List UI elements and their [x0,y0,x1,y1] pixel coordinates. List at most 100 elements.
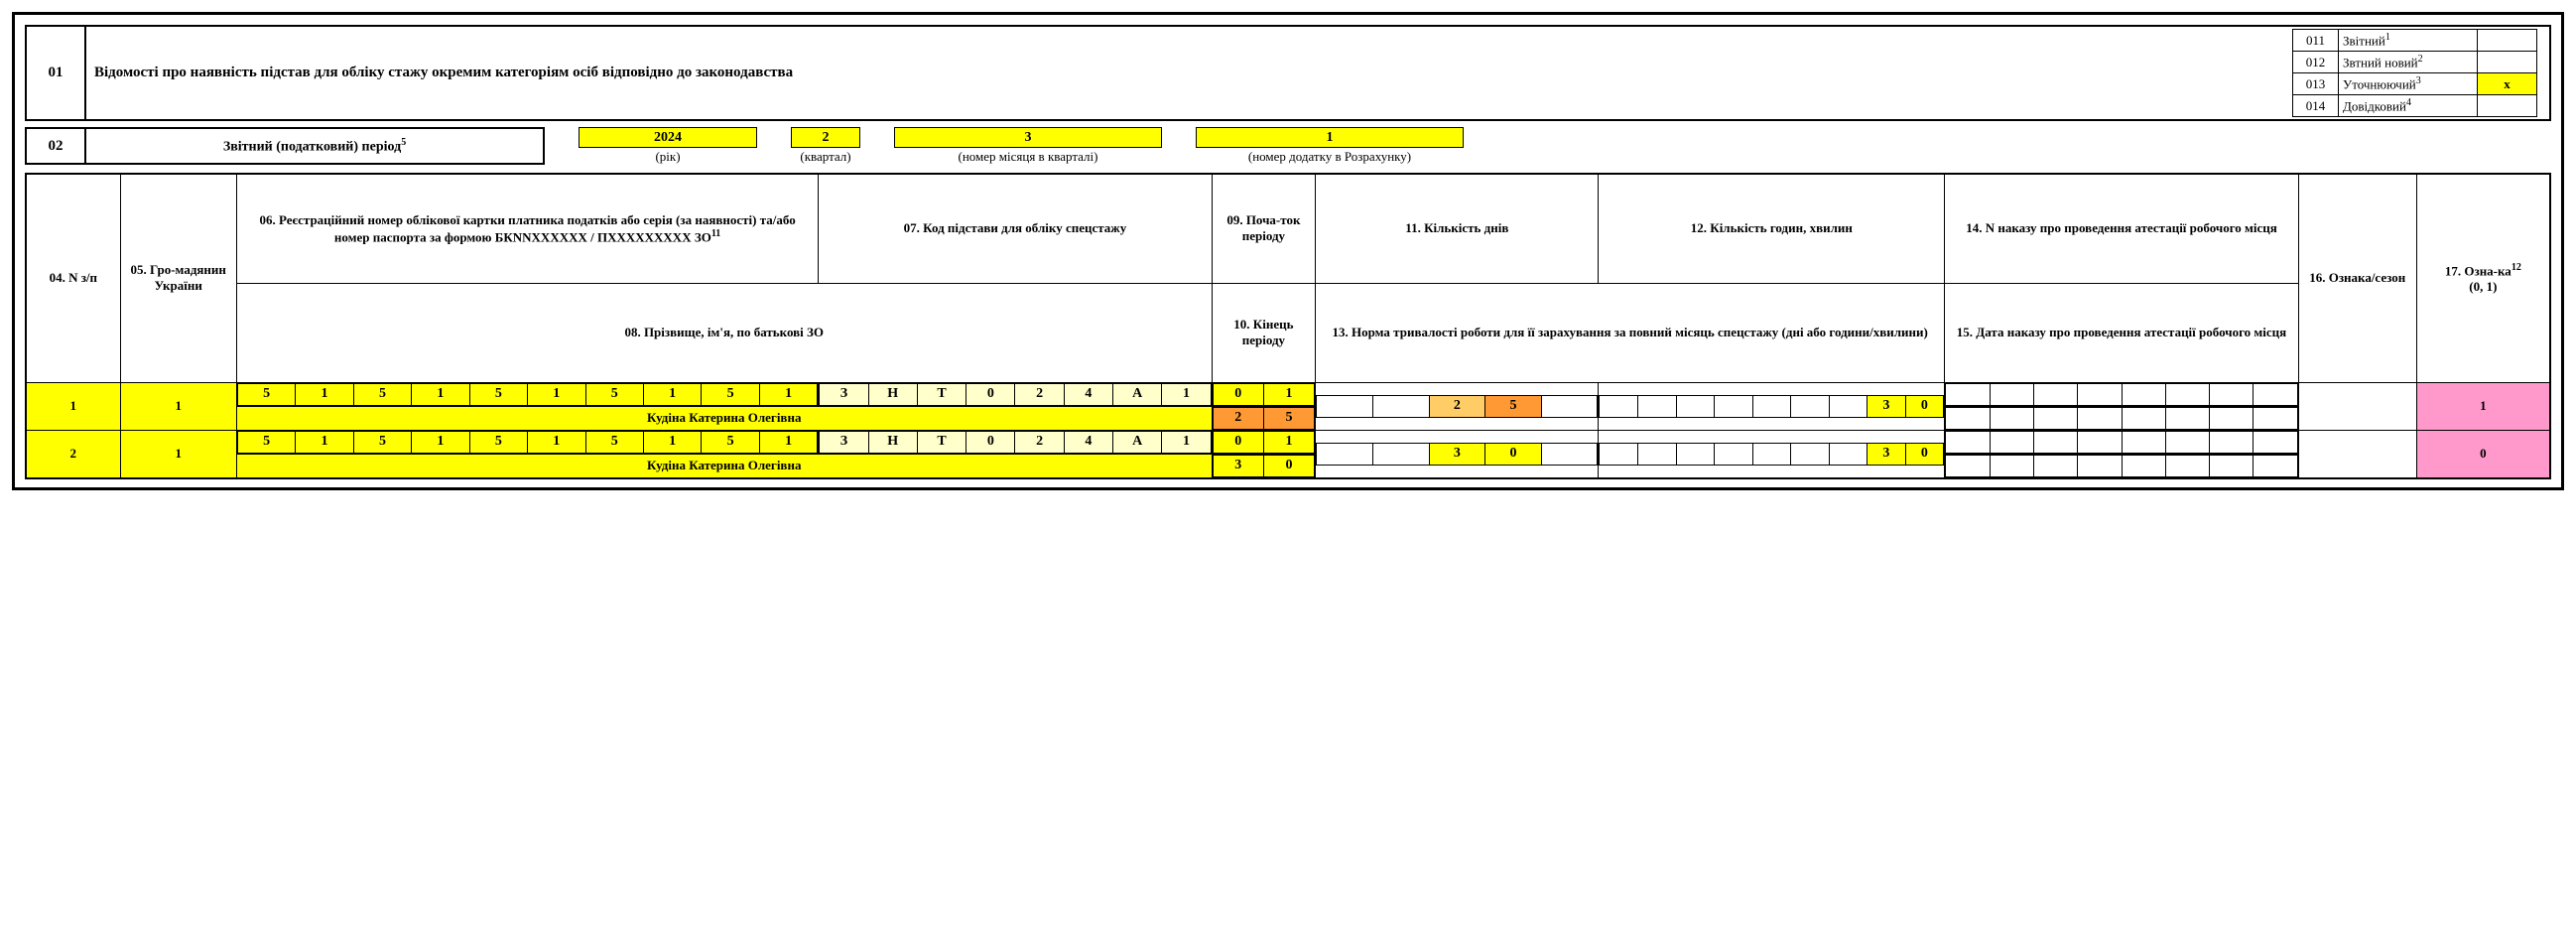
cell[interactable]: 2 [1213,407,1263,429]
cell[interactable]: А [1113,383,1162,405]
cell[interactable] [1829,395,1868,417]
cell[interactable] [1752,443,1791,465]
cell[interactable] [1600,443,1638,465]
cell[interactable]: 3 [1868,443,1906,465]
cell[interactable]: 1 [412,431,469,453]
cell[interactable]: 2 [1429,395,1485,417]
oznaka[interactable]: 0 [2416,430,2550,478]
cell[interactable] [2033,431,2077,453]
season[interactable] [2298,382,2416,430]
type-mark[interactable]: x [2478,73,2537,95]
type-mark[interactable] [2478,30,2537,52]
cell[interactable]: З [820,431,868,453]
cell[interactable] [2122,383,2165,405]
cell[interactable]: З [820,383,868,405]
cell[interactable] [1791,395,1830,417]
cell[interactable] [2033,407,2077,429]
cell[interactable]: 3 [1868,395,1906,417]
cell[interactable] [2078,383,2122,405]
cell[interactable] [1946,455,1990,476]
reg-number[interactable]: 5151515151 [236,382,818,406]
cell[interactable]: 5 [353,431,411,453]
cell[interactable] [1791,443,1830,465]
citizen[interactable]: 1 [120,382,236,430]
cell[interactable] [2165,455,2209,476]
cell[interactable]: 1 [759,431,818,453]
cell[interactable] [1372,443,1429,465]
cell[interactable]: 5 [237,431,295,453]
cell[interactable] [2210,407,2254,429]
order-date[interactable] [1945,406,2299,430]
cell[interactable]: 1 [1263,383,1314,405]
cell[interactable]: 5 [353,383,411,405]
cell[interactable]: 1 [759,383,818,405]
period-end[interactable]: 30 [1212,454,1316,478]
cell[interactable] [1752,395,1791,417]
cell[interactable] [2254,407,2297,429]
cell[interactable]: 3 [1429,443,1485,465]
order-date[interactable] [1945,454,2299,478]
cell[interactable] [2033,383,2077,405]
cell[interactable] [2033,455,2077,476]
cell[interactable] [1676,443,1715,465]
cell[interactable] [2210,383,2254,405]
cell[interactable] [1990,455,2033,476]
cell[interactable]: 4 [1064,431,1112,453]
cell[interactable]: Н [868,383,917,405]
oznaka[interactable]: 1 [2416,382,2550,430]
cell[interactable] [1946,407,1990,429]
cell[interactable]: 0 [966,431,1015,453]
cell[interactable]: 4 [1064,383,1112,405]
cell[interactable]: Т [917,383,966,405]
cell[interactable] [2165,431,2209,453]
cell[interactable] [2078,407,2122,429]
basis-code[interactable]: ЗНТ024А1 [819,382,1212,406]
period-start[interactable]: 01 [1212,382,1316,406]
cell[interactable]: 0 [1213,431,1263,453]
cell[interactable] [2122,431,2165,453]
cell[interactable]: 1 [1162,383,1211,405]
cell[interactable] [2078,431,2122,453]
cell[interactable] [1317,443,1373,465]
cell[interactable]: 0 [1263,455,1314,476]
cell[interactable]: 2 [1015,431,1064,453]
cell[interactable]: 5 [702,431,759,453]
cell[interactable] [1638,443,1677,465]
cell[interactable] [1541,443,1598,465]
cell[interactable] [1946,431,1990,453]
hours-count[interactable]: 30 [1599,382,1945,430]
cell[interactable] [2210,431,2254,453]
period-month-in-quarter[interactable]: 3 [894,127,1162,148]
cell[interactable] [2165,407,2209,429]
cell[interactable]: 1 [528,431,585,453]
basis-code[interactable]: ЗНТ024А1 [819,430,1212,454]
cell[interactable] [1600,395,1638,417]
reg-number[interactable]: 5151515151 [236,430,818,454]
period-end[interactable]: 25 [1212,406,1316,430]
days-count[interactable]: 25 [1316,382,1599,430]
cell[interactable]: 1 [296,383,353,405]
cell[interactable]: Т [917,431,966,453]
cell[interactable]: Н [868,431,917,453]
cell[interactable]: 1 [643,431,701,453]
cell[interactable] [1676,395,1715,417]
cell[interactable]: 0 [1905,443,1944,465]
cell[interactable]: 3 [1213,455,1263,476]
cell[interactable] [2254,383,2297,405]
cell[interactable]: 5 [585,431,643,453]
cell[interactable] [2254,431,2297,453]
cell[interactable] [1715,395,1753,417]
cell[interactable] [1638,395,1677,417]
cell[interactable] [1715,443,1753,465]
cell[interactable] [1990,383,2033,405]
cell[interactable] [1946,383,1990,405]
cell[interactable]: 5 [237,383,295,405]
cell[interactable] [2122,407,2165,429]
period-quarter[interactable]: 2 [791,127,860,148]
cell[interactable] [1317,395,1373,417]
type-mark[interactable] [2478,95,2537,117]
hours-count[interactable]: 30 [1599,430,1945,478]
cell[interactable]: 5 [1485,395,1542,417]
citizen[interactable]: 1 [120,430,236,478]
cell[interactable]: 1 [1162,431,1211,453]
